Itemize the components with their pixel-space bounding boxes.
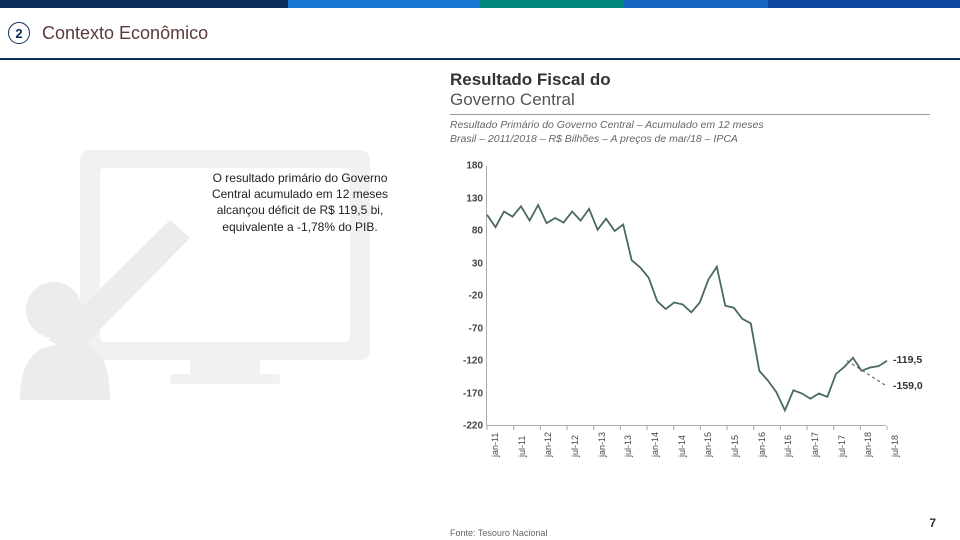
slide-header: 2 Contexto Econômico [0, 8, 960, 60]
x-tick-label: jan-15 [703, 432, 713, 457]
series-end-label: -119,5 [893, 354, 922, 366]
chart-title-bold: Resultado Fiscal do [450, 70, 930, 90]
y-tick-label: -120 [453, 356, 483, 367]
x-tick-label: jan-13 [597, 432, 607, 457]
x-tick-label: jul-15 [730, 435, 740, 457]
chart-subtitle-block: Resultado Primário do Governo Central – … [450, 114, 930, 146]
y-tick-label: 130 [453, 193, 483, 204]
x-tick-label: jan-11 [490, 433, 500, 457]
section-number-badge: 2 [8, 22, 30, 44]
chart-subtitle-line1: Resultado Primário do Governo Central – … [450, 119, 930, 133]
main-series-line [487, 205, 887, 410]
page-number: 7 [929, 516, 936, 530]
y-tick-label: -220 [453, 421, 483, 432]
y-tick-label: 80 [453, 226, 483, 237]
plot-area: 1801308030-20-70-120-170-220jan-11jul-11… [486, 166, 886, 426]
chart-subtitle-line2: Brasil – 2011/2018 – R$ Bilhões – A preç… [450, 133, 930, 147]
x-tick-label: jul-12 [570, 435, 580, 457]
x-tick-label: jul-11 [517, 436, 527, 457]
chart-source: Fonte: Tesouro Nacional [450, 528, 930, 538]
right-column: Resultado Fiscal do Governo Central Resu… [440, 70, 930, 538]
x-tick-label: jul-18 [890, 435, 900, 457]
x-tick-label: jul-13 [623, 435, 633, 457]
slide-content: O resultado primário do Governo Central … [0, 60, 960, 538]
x-tick-label: jul-16 [783, 435, 793, 457]
chart-svg [487, 166, 887, 426]
y-tick-label: 180 [453, 161, 483, 172]
x-tick-label: jan-18 [863, 432, 873, 457]
series-end-label: -159,0 [893, 380, 923, 392]
x-tick-label: jan-17 [810, 432, 820, 457]
y-tick-label: 30 [453, 258, 483, 269]
x-tick-label: jul-14 [677, 435, 687, 457]
callout-text: O resultado primário do Governo Central … [210, 170, 390, 235]
x-tick-label: jul-17 [837, 435, 847, 457]
decorative-top-stripe [0, 0, 960, 8]
y-tick-label: -170 [453, 388, 483, 399]
chart-container: 180 130 80 30 -20 -70 -120 -170 -220 jan-11 jul-11… [450, 158, 910, 478]
left-column: O resultado primário do Governo Central … [40, 70, 440, 538]
y-tick-label: -20 [453, 291, 483, 302]
chart-title-light: Governo Central [450, 90, 930, 110]
x-tick-label: jan-12 [543, 432, 553, 457]
y-tick-label: -70 [453, 323, 483, 334]
section-title: Contexto Econômico [42, 23, 208, 44]
x-tick-label: jan-16 [757, 432, 767, 457]
x-tick-label: jan-14 [650, 432, 660, 457]
